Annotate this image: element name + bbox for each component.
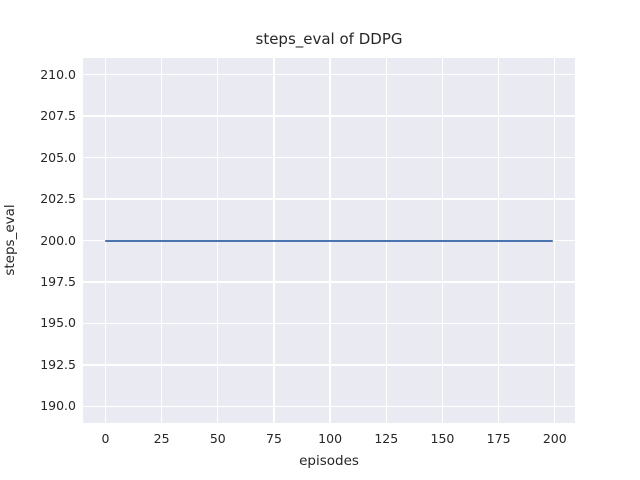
x-tick-label: 200 xyxy=(542,431,567,446)
horizontal-gridline xyxy=(83,364,575,366)
data-line-steps_eval xyxy=(105,239,553,242)
x-axis-label: episodes xyxy=(299,453,359,469)
horizontal-gridline xyxy=(83,322,575,325)
x-tick-label: 25 xyxy=(153,431,170,446)
horizontal-gridline xyxy=(83,115,575,117)
horizontal-gridline xyxy=(83,73,575,76)
horizontal-gridline xyxy=(83,156,575,159)
x-tick-label: 0 xyxy=(101,431,110,446)
x-tick-label: 175 xyxy=(486,431,511,446)
y-tick-label: 205.0 xyxy=(40,149,76,165)
y-tick-label: 195.0 xyxy=(40,315,76,331)
y-tick-label: 207.5 xyxy=(40,108,76,124)
x-tick-label: 75 xyxy=(266,431,282,446)
y-tick-label: 200.0 xyxy=(40,232,76,248)
y-tick-label: 202.5 xyxy=(40,191,76,207)
vertical-gridline xyxy=(554,58,556,423)
y-tick-label: 197.5 xyxy=(40,273,76,289)
y-tick-label: 210.0 xyxy=(40,66,76,82)
horizontal-gridline xyxy=(83,281,575,283)
plot-area xyxy=(83,58,575,423)
x-tick-label: 150 xyxy=(430,431,455,446)
x-tick-label: 50 xyxy=(209,431,226,446)
y-tick-label: 190.0 xyxy=(40,398,76,414)
x-tick-label: 125 xyxy=(374,431,399,446)
x-tick-label: 100 xyxy=(318,431,343,446)
y-tick-label: 192.5 xyxy=(40,356,76,372)
horizontal-gridline xyxy=(83,198,575,200)
chart-title: steps_eval of DDPG xyxy=(255,30,403,48)
horizontal-gridline xyxy=(83,405,575,408)
